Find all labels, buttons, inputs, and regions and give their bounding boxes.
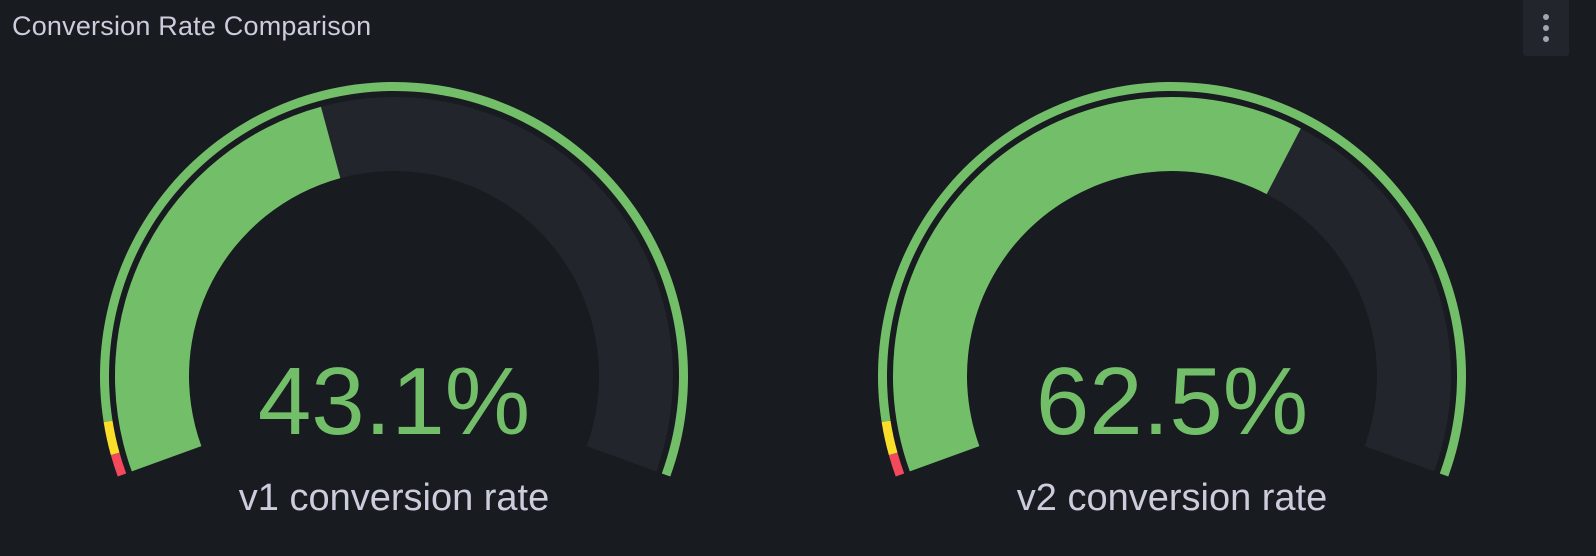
gauge-label: v2 conversion rate	[1017, 477, 1328, 519]
gauge-label: v1 conversion rate	[239, 477, 550, 519]
panel-header: Conversion Rate Comparison	[12, 8, 371, 44]
threshold-band-1	[103, 420, 120, 456]
gauge-value-text: 62.5%	[1036, 348, 1308, 455]
gauge-value-arc	[892, 96, 1301, 472]
panel-title: Conversion Rate Comparison	[12, 10, 372, 41]
gauge-value-text: 43.1%	[258, 348, 530, 455]
panel-menu-button[interactable]	[1523, 0, 1569, 56]
kebab-menu-icon	[1543, 14, 1549, 20]
threshold-band-1	[881, 420, 898, 456]
gauge-value-arc	[115, 106, 341, 472]
gauge-v2: 62.5% v2 conversion rate	[878, 82, 1466, 519]
threshold-band-0	[110, 452, 127, 477]
gauge-v1: 43.1% v1 conversion rate	[100, 82, 689, 519]
threshold-band-0	[888, 452, 905, 477]
